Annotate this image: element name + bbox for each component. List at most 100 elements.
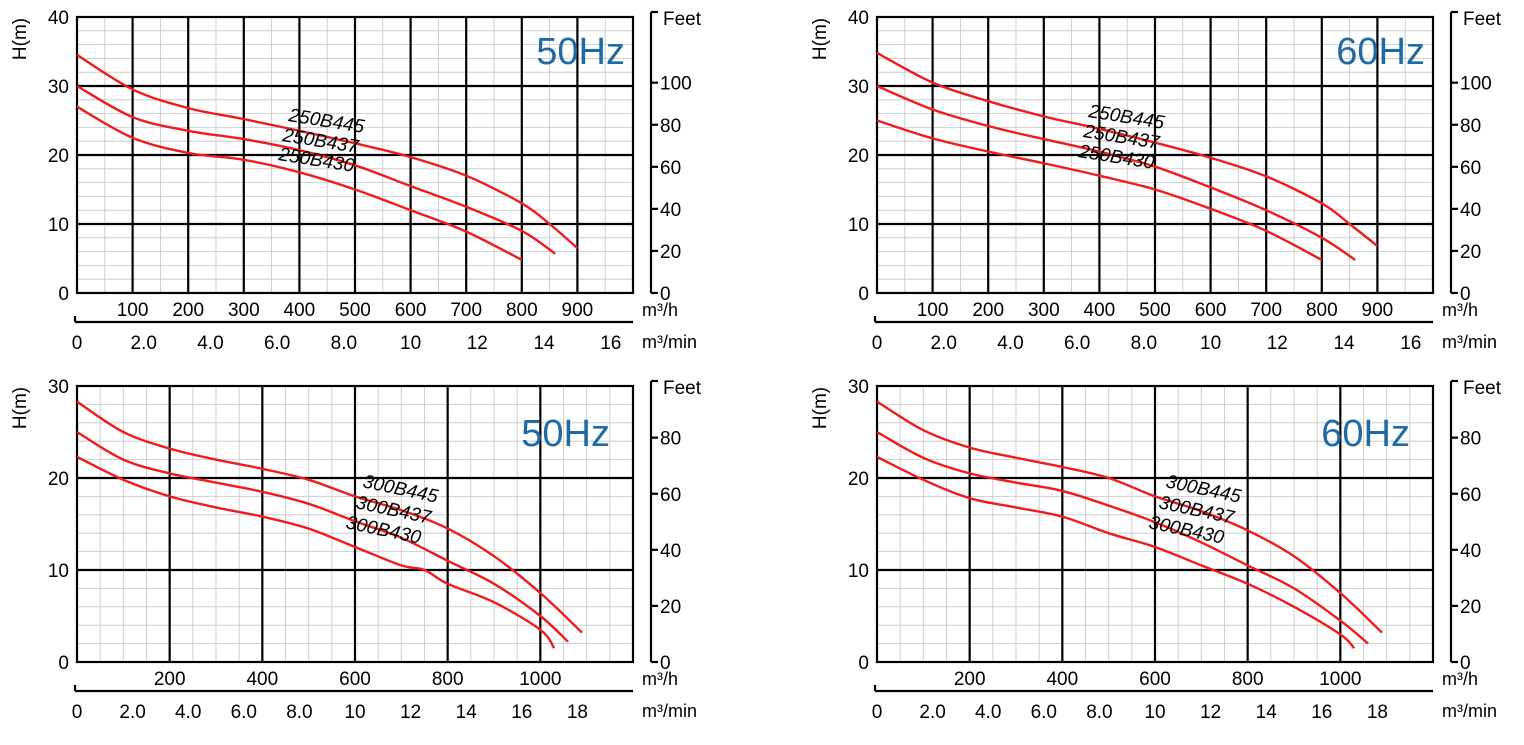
feet-axis-title: Feet xyxy=(663,378,702,399)
curve-300B430 xyxy=(876,455,1356,650)
frequency-label: 50Hz xyxy=(536,31,625,73)
x-tick-label-m3min: 0 xyxy=(872,333,883,354)
x-tick-label-m3h: 600 xyxy=(395,300,427,321)
feet-tick-label: 0 xyxy=(1460,653,1471,674)
y-tick-label: 10 xyxy=(848,561,869,582)
x-unit-m3min: m³/min xyxy=(642,332,697,352)
x-tick-label-m3min: 8.0 xyxy=(286,702,312,723)
x-tick-label-m3min: 12 xyxy=(467,333,488,354)
x-tick-label-m3min: 16 xyxy=(511,702,532,723)
feet-axis-title: Feet xyxy=(1463,9,1502,30)
x-tick-label-m3h: 200 xyxy=(972,300,1004,321)
curve-300B437 xyxy=(76,430,569,643)
feet-tick-label: 100 xyxy=(1460,74,1492,95)
y-tick-label: 0 xyxy=(58,653,69,674)
x-tick-label-m3min: 0 xyxy=(72,702,83,723)
x-tick-label-m3h: 400 xyxy=(1046,669,1078,690)
feet-axis-title: Feet xyxy=(1463,378,1502,399)
y-tick-label: 0 xyxy=(58,284,69,305)
y-tick-label: 30 xyxy=(848,377,869,398)
x-unit-m3h: m³/h xyxy=(642,669,678,689)
x-tick-label-m3h: 300 xyxy=(1028,300,1060,321)
curve-300B437 xyxy=(876,430,1369,645)
curve-250B430 xyxy=(76,105,523,261)
y-tick-label: 10 xyxy=(48,215,69,236)
curve-300B445 xyxy=(876,400,1383,634)
feet-tick-label: 20 xyxy=(1460,597,1481,618)
x-tick-label-m3min: 14 xyxy=(533,333,555,354)
x-tick-label-m3min: 8.0 xyxy=(1086,702,1112,723)
x-tick-label-m3min: 6.0 xyxy=(1031,702,1057,723)
x-tick-label-m3min: 4.0 xyxy=(175,702,201,723)
x-unit-m3h: m³/h xyxy=(1442,669,1478,689)
curve-300B430 xyxy=(76,455,556,649)
x-unit-m3min: m³/min xyxy=(1442,332,1497,352)
x-tick-label-m3min: 12 xyxy=(1200,702,1221,723)
x-tick-label-m3h: 400 xyxy=(246,669,278,690)
x-tick-label-m3h: 500 xyxy=(339,300,371,321)
feet-tick-label: 40 xyxy=(660,200,681,221)
feet-tick-label: 80 xyxy=(660,429,681,450)
y-axis-title: H(m) xyxy=(10,387,31,429)
x-tick-label-m3min: 10 xyxy=(1144,702,1165,723)
x-tick-label-m3min: 18 xyxy=(1367,702,1388,723)
feet-axis-title: Feet xyxy=(663,9,702,30)
curve-250B437 xyxy=(76,84,556,255)
x-tick-label-m3h: 600 xyxy=(1195,300,1227,321)
plot-frame xyxy=(75,384,635,664)
x-tick-label-m3min: 4.0 xyxy=(975,702,1001,723)
x-tick-label-m3min: 0 xyxy=(872,702,883,723)
feet-tick-label: 20 xyxy=(1460,242,1481,263)
x-tick-label-m3min: 18 xyxy=(567,702,588,723)
x-tick-label-m3h: 700 xyxy=(450,300,482,321)
x-tick-label-m3h: 900 xyxy=(1362,300,1394,321)
feet-tick-label: 0 xyxy=(1460,284,1471,305)
curve-250B445 xyxy=(876,51,1379,248)
x-tick-label-m3min: 14 xyxy=(1256,702,1278,723)
feet-tick-label: 80 xyxy=(660,116,681,137)
x-tick-label-m3min: 2.0 xyxy=(919,702,945,723)
feet-tick-label: 60 xyxy=(660,158,681,179)
x-tick-label-m3min: 12 xyxy=(400,702,421,723)
x-tick-label-m3h: 800 xyxy=(506,300,538,321)
x-tick-label-m3min: 2.0 xyxy=(131,333,157,354)
frequency-label: 60Hz xyxy=(1336,31,1425,73)
x-tick-label-m3min: 10 xyxy=(400,333,421,354)
curve-250B430 xyxy=(876,119,1323,261)
x-tick-label-m3h: 200 xyxy=(172,300,204,321)
plot-frame xyxy=(75,15,635,295)
x-tick-label-m3min: 2.0 xyxy=(119,702,145,723)
feet-tick-label: 100 xyxy=(660,74,692,95)
chart-panel-4: 0 10 20 30 H(m) Feet 0 20 40 60 80 200 400 600 800 1000… xyxy=(810,377,1502,723)
x-tick-label-m3min: 4.0 xyxy=(997,333,1023,354)
y-tick-label: 10 xyxy=(48,561,69,582)
plot-frame xyxy=(875,384,1435,664)
x-tick-label-m3h: 300 xyxy=(228,300,260,321)
x-tick-label-m3h: 100 xyxy=(917,300,949,321)
x-unit-m3min: m³/min xyxy=(642,701,697,721)
feet-tick-label: 60 xyxy=(660,485,681,506)
x-tick-label-m3min: 16 xyxy=(1400,333,1421,354)
x-tick-label-m3h: 100 xyxy=(117,300,149,321)
x-tick-label-m3min: 16 xyxy=(600,333,621,354)
x-tick-label-m3min: 6.0 xyxy=(264,333,290,354)
y-tick-label: 20 xyxy=(848,146,869,167)
x-tick-label-m3h: 600 xyxy=(339,669,371,690)
feet-tick-label: 20 xyxy=(660,242,681,263)
feet-tick-label: 80 xyxy=(1460,429,1481,450)
y-tick-label: 20 xyxy=(848,469,869,490)
x-tick-label-m3h: 400 xyxy=(1084,300,1116,321)
chart-panel-3: 0 10 20 30 H(m) Feet 0 20 40 60 80 200 400 600 800 1000… xyxy=(10,377,702,723)
major-grid xyxy=(877,17,1433,293)
x-tick-label-m3min: 0 xyxy=(72,333,83,354)
major-grid xyxy=(877,386,1433,662)
y-tick-label: 20 xyxy=(48,469,69,490)
feet-tick-label: 0 xyxy=(660,284,671,305)
x-unit-m3h: m³/h xyxy=(1442,300,1478,320)
y-tick-label: 0 xyxy=(858,653,869,674)
x-tick-label-m3min: 4.0 xyxy=(197,333,223,354)
x-tick-label-m3h: 600 xyxy=(1139,669,1171,690)
